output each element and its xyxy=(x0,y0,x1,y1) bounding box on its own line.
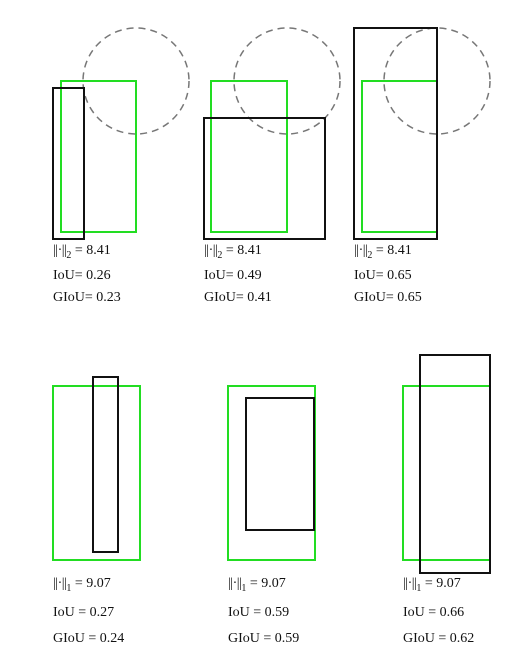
iou-label: IoU = 0.27 xyxy=(53,605,115,620)
norm-value: = 8.41 xyxy=(375,243,412,258)
giou-label: GIoU= 0.65 xyxy=(354,290,422,305)
ground-truth-box xyxy=(60,80,137,233)
predicted-box xyxy=(245,397,315,531)
l2-norm-label: ||·||2 = 8.41 xyxy=(53,243,111,261)
ground-truth-box xyxy=(227,385,316,561)
giou-label: GIoU = 0.62 xyxy=(403,631,475,646)
ground-truth-box xyxy=(361,80,438,233)
top-panel-3 xyxy=(353,27,491,240)
norm-value: = 9.07 xyxy=(74,576,111,591)
norm-symbol: ||·|| xyxy=(228,576,242,591)
l1-norm-label: ||·||1 = 9.07 xyxy=(228,576,286,594)
bottom-panel-3 xyxy=(402,354,491,574)
giou-label: GIoU= 0.23 xyxy=(53,290,121,305)
predicted-box xyxy=(92,376,119,553)
norm-symbol: ||·|| xyxy=(204,243,218,258)
iou-label: IoU= 0.65 xyxy=(354,268,412,283)
predicted-box xyxy=(419,354,491,574)
iou-label: IoU = 0.66 xyxy=(403,605,465,620)
norm-value: = 8.41 xyxy=(74,243,111,258)
norm-subscript: 1 xyxy=(241,583,247,594)
predicted-box xyxy=(353,27,438,240)
iou-label: IoU= 0.26 xyxy=(53,268,111,283)
bottom-panel-1 xyxy=(52,376,141,561)
l1-norm-label: ||·||1 = 9.07 xyxy=(53,576,111,594)
ground-truth-box xyxy=(52,385,141,561)
iou-label: IoU= 0.49 xyxy=(204,268,262,283)
ground-truth-box xyxy=(402,385,491,561)
norm-subscript: 1 xyxy=(66,583,72,594)
l2-norm-label: ||·||2 = 8.41 xyxy=(204,243,262,261)
norm-symbol: ||·|| xyxy=(53,576,67,591)
ground-truth-box xyxy=(210,80,288,233)
bottom-panel-2 xyxy=(227,385,316,561)
top-panel-1 xyxy=(52,27,190,240)
l2-norm-label: ||·||2 = 8.41 xyxy=(354,243,412,261)
giou-label: GIoU = 0.24 xyxy=(53,631,125,646)
norm-subscript: 2 xyxy=(66,250,72,261)
norm-value: = 9.07 xyxy=(249,576,286,591)
l1-norm-label: ||·||1 = 9.07 xyxy=(403,576,461,594)
norm-symbol: ||·|| xyxy=(53,243,67,258)
norm-value: = 8.41 xyxy=(225,243,262,258)
giou-label: GIoU= 0.41 xyxy=(204,290,272,305)
norm-subscript: 1 xyxy=(416,583,422,594)
l2-distance-circle xyxy=(233,27,341,135)
norm-symbol: ||·|| xyxy=(354,243,368,258)
iou-label: IoU = 0.59 xyxy=(228,605,290,620)
l2-distance-circle xyxy=(82,27,190,135)
norm-subscript: 2 xyxy=(217,250,223,261)
predicted-box xyxy=(203,117,326,240)
norm-subscript: 2 xyxy=(367,250,373,261)
top-panel-2 xyxy=(203,27,341,240)
l2-distance-circle xyxy=(383,27,491,135)
giou-label: GIoU = 0.59 xyxy=(228,631,300,646)
norm-symbol: ||·|| xyxy=(403,576,417,591)
norm-value: = 9.07 xyxy=(424,576,461,591)
predicted-box xyxy=(52,87,85,240)
